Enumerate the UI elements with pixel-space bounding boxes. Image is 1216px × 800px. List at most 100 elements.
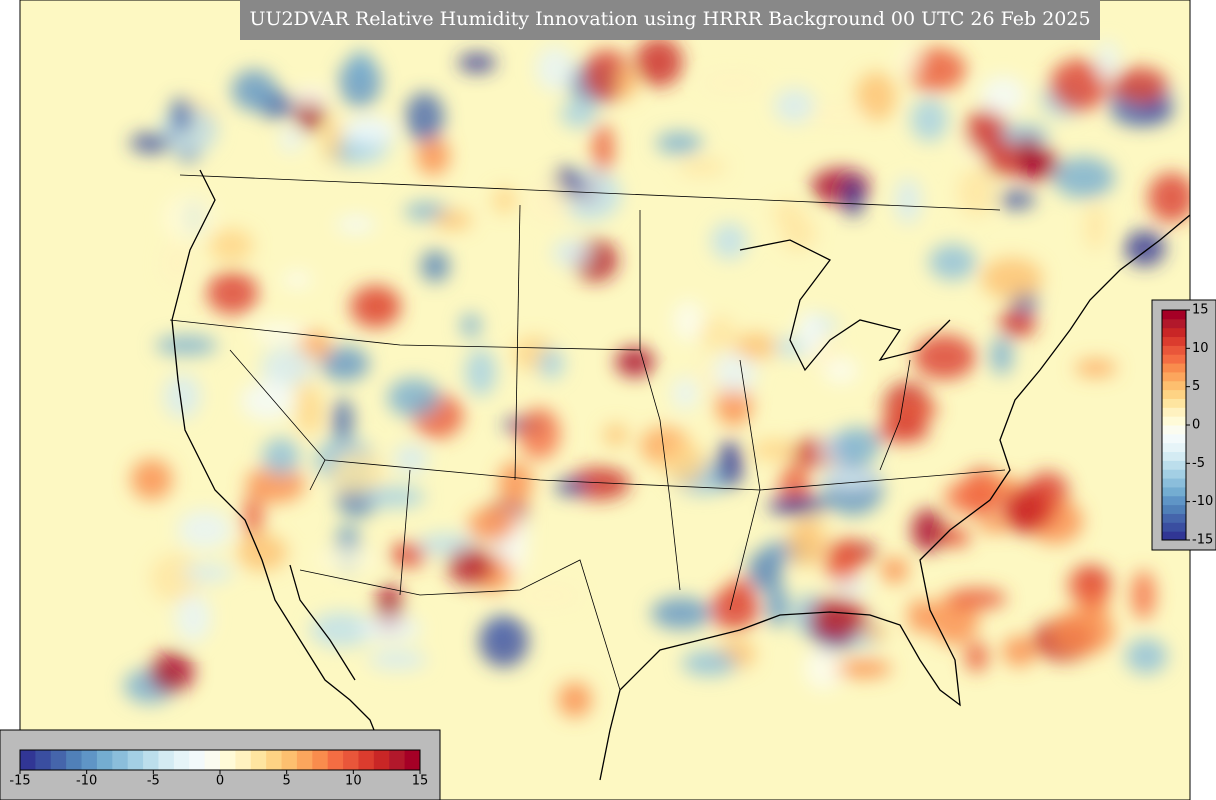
humidity-blob bbox=[447, 546, 493, 586]
colorbar-swatch bbox=[204, 750, 221, 770]
humidity-blob bbox=[747, 549, 783, 592]
border bbox=[324, 459, 1006, 491]
humidity-blob bbox=[552, 238, 592, 267]
humidity-blob bbox=[129, 132, 173, 154]
humidity-blob bbox=[1147, 172, 1190, 223]
humidity-blob bbox=[231, 69, 277, 111]
colorbar-swatch bbox=[189, 750, 206, 770]
humidity-blob bbox=[821, 470, 880, 488]
humidity-blob bbox=[767, 496, 829, 516]
humidity-blob bbox=[162, 193, 216, 241]
humidity-blob bbox=[560, 100, 597, 128]
colorbar-swatch bbox=[1162, 318, 1186, 329]
colorbar-swatch bbox=[1162, 478, 1186, 488]
colorbar-swatch bbox=[250, 750, 267, 770]
humidity-blob bbox=[320, 346, 370, 382]
humidity-blob bbox=[237, 534, 288, 571]
humidity-blob bbox=[984, 139, 1023, 178]
colorbar-swatch bbox=[1162, 354, 1186, 364]
colorbar-swatch bbox=[1162, 398, 1186, 408]
humidity-blob bbox=[614, 67, 638, 100]
humidity-blob bbox=[1084, 202, 1107, 251]
humidity-blob bbox=[332, 398, 354, 443]
humidity-blob bbox=[149, 651, 195, 693]
humidity-blob bbox=[766, 584, 789, 627]
humidity-blob bbox=[947, 588, 1007, 610]
colorbar-swatch bbox=[143, 750, 159, 770]
humidity-blob bbox=[315, 547, 380, 573]
colorbar-swatch bbox=[266, 750, 283, 770]
humidity-blob bbox=[835, 659, 892, 678]
humidity-blob bbox=[905, 47, 966, 92]
humidity-blob bbox=[350, 285, 401, 328]
humidity-blob bbox=[713, 351, 757, 395]
humidity-blob bbox=[710, 587, 760, 631]
humidity-blob bbox=[655, 132, 703, 155]
humidity-blob bbox=[292, 86, 330, 106]
coastlines bbox=[171, 169, 1190, 781]
humidity-blob bbox=[242, 495, 263, 538]
humidity-blob bbox=[279, 126, 302, 153]
humidity-blob bbox=[350, 50, 372, 83]
colorbar-swatch bbox=[1162, 380, 1186, 391]
humidity-blob bbox=[663, 442, 706, 485]
colorbar-swatch bbox=[235, 750, 252, 770]
humidity-blob bbox=[363, 486, 426, 508]
humidity-blob bbox=[343, 116, 398, 144]
colorbar-tick-label: -10 bbox=[1192, 494, 1213, 509]
humidity-blob bbox=[245, 465, 306, 503]
colorbar-tick-label: 0 bbox=[216, 774, 224, 789]
humidity-blob bbox=[787, 518, 823, 567]
humidity-blob bbox=[980, 76, 1026, 115]
humidity-blob bbox=[528, 179, 573, 221]
mexico-border bbox=[299, 559, 621, 691]
colorbar-swatch bbox=[1162, 513, 1186, 523]
humidity-blob bbox=[833, 427, 881, 464]
humidity-blob bbox=[206, 271, 258, 315]
border bbox=[179, 174, 1001, 211]
humidity-blob bbox=[537, 348, 565, 379]
colorbar-swatch bbox=[112, 750, 129, 770]
humidity-blob bbox=[460, 313, 482, 338]
humidity-blob bbox=[1111, 67, 1169, 106]
humidity-blob bbox=[898, 43, 921, 77]
colorbar-swatch bbox=[389, 750, 406, 770]
humidity-blob bbox=[554, 478, 587, 496]
humidity-blob bbox=[1002, 635, 1037, 667]
humidity-blob bbox=[875, 420, 930, 444]
colorbar-tick-label: -15 bbox=[1192, 533, 1213, 548]
humidity-blob bbox=[734, 332, 777, 361]
humidity-blob bbox=[615, 347, 655, 377]
humidity-blob bbox=[433, 210, 472, 230]
colorbar-swatch bbox=[1162, 460, 1186, 470]
great-lakes bbox=[739, 239, 951, 372]
colorbar-swatch bbox=[1162, 425, 1186, 435]
humidity-blob bbox=[1016, 135, 1041, 181]
humidity-blob bbox=[804, 646, 844, 691]
humidity-blob bbox=[702, 74, 764, 92]
humidity-blob bbox=[336, 215, 376, 234]
humidity-blob bbox=[716, 383, 752, 427]
colorbar-swatch bbox=[343, 750, 359, 770]
humidity-blob bbox=[964, 641, 989, 673]
humidity-blob bbox=[711, 222, 748, 260]
humidity-blob bbox=[889, 401, 940, 419]
humidity-blob bbox=[671, 376, 699, 411]
humidity-blob bbox=[1125, 638, 1168, 674]
humidity-blob bbox=[150, 553, 203, 603]
humidity-blob bbox=[367, 649, 428, 670]
colorbar-swatch bbox=[96, 750, 113, 770]
map-title: UU2DVAR Relative Humidity Innovation usi… bbox=[249, 8, 1090, 30]
colorbar-tick-label: -10 bbox=[76, 774, 97, 789]
colorbar-swatch bbox=[1162, 336, 1186, 346]
humidity-blob bbox=[929, 244, 977, 281]
humidity-blob bbox=[155, 335, 218, 356]
colorbar-tick-label: 15 bbox=[412, 774, 429, 789]
humidity-blob bbox=[592, 123, 614, 173]
humidity-blob bbox=[387, 378, 441, 418]
humidity-blob bbox=[467, 507, 520, 542]
colorbar-swatch bbox=[81, 750, 98, 770]
colorbar-swatch bbox=[1162, 416, 1186, 426]
humidity-blob bbox=[498, 461, 533, 504]
